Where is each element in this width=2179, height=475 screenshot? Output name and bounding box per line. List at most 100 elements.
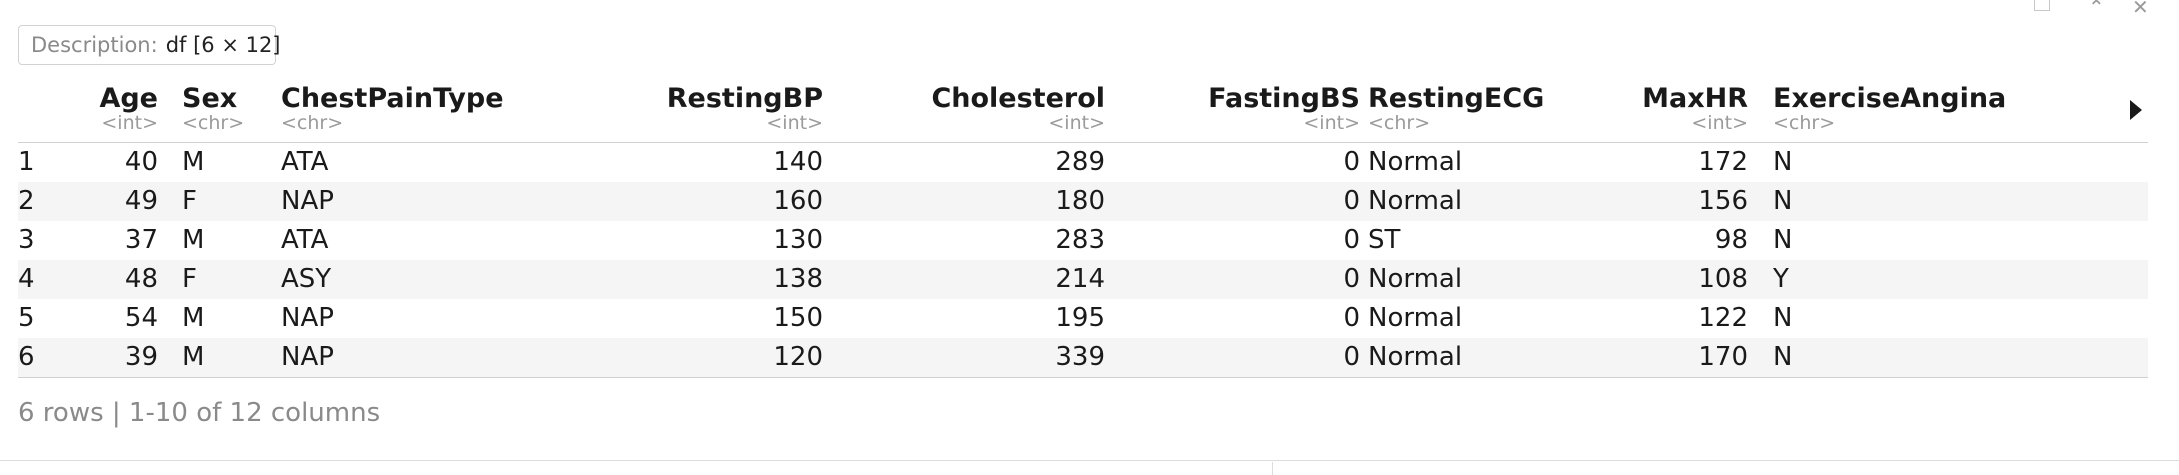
table-cell: 150 (773, 303, 823, 333)
table-cell: 98 (1714, 225, 1748, 255)
chevron-up-icon[interactable]: ⌃ (2088, 0, 2105, 19)
table-row: 5 54 M NAP 150 195 0 Normal 122 N (18, 299, 2148, 338)
column-header-restingbp[interactable]: RestingBP <int> (618, 84, 823, 134)
table-cell: 39 (124, 342, 158, 372)
column-name: ChestPainType (281, 83, 504, 114)
table-row: 1 40 M ATA 140 289 0 Normal 172 N (18, 143, 2148, 182)
row-index: 6 (18, 342, 35, 372)
table-cell: 120 (773, 342, 823, 372)
table-cell: 160 (773, 186, 823, 216)
close-icon[interactable]: ✕ (2132, 0, 2149, 19)
table-cell: NAP (281, 186, 334, 216)
table-cell: 214 (1055, 264, 1105, 294)
table-cell: 48 (124, 264, 158, 294)
column-header-chestpaintype[interactable]: ChestPainType <chr> (281, 83, 581, 134)
column-header-sex[interactable]: Sex <chr> (182, 83, 262, 134)
table-cell: 49 (124, 186, 158, 216)
table-cell: M (182, 147, 205, 177)
table-row: 2 49 F NAP 160 180 0 Normal 156 N (18, 182, 2148, 221)
row-index: 3 (18, 225, 35, 255)
column-type: <int> (766, 112, 823, 134)
table-row: 4 48 F ASY 138 214 0 Normal 108 Y (18, 260, 2148, 299)
table-row: 3 37 M ATA 130 283 0 ST 98 N (18, 221, 2148, 260)
table-header: Age <int> Sex <chr> ChestPainType <chr> Restin… (18, 80, 2148, 143)
table-cell: 195 (1055, 303, 1105, 333)
table-cell: 122 (1698, 303, 1748, 333)
column-type: <chr> (1368, 112, 1431, 134)
table-cell: Normal (1368, 186, 1463, 216)
table-cell: 289 (1055, 147, 1105, 177)
column-type: <chr> (182, 112, 245, 134)
data-table: Age <int> Sex <chr> ChestPainType <chr> Restin… (18, 80, 2148, 378)
table-cell: 180 (1055, 186, 1105, 216)
row-index: 2 (18, 186, 35, 216)
row-index: 1 (18, 147, 35, 177)
table-cell: Normal (1368, 303, 1463, 333)
description-box: Description: df [6 × 12] (18, 25, 281, 65)
table-cell: ATA (281, 225, 329, 255)
table-cell: ASY (281, 264, 332, 294)
table-cell: 130 (773, 225, 823, 255)
column-name: ExerciseAngina (1773, 83, 2007, 114)
table-cell: 40 (124, 147, 158, 177)
table-cell: 54 (124, 303, 158, 333)
column-header-age[interactable]: Age <int> (98, 83, 158, 133)
column-type: <int> (1691, 112, 1748, 134)
table-cell: M (182, 303, 205, 333)
table-bottom-border (18, 377, 2148, 378)
table-cell: N (1773, 303, 1793, 333)
column-type: <chr> (281, 112, 344, 134)
table-cell: 0 (1343, 225, 1360, 255)
column-name: FastingBS (1208, 83, 1360, 114)
table-cell: F (182, 264, 197, 294)
table-cell: 172 (1698, 147, 1748, 177)
table-cell: F (182, 186, 197, 216)
table-cell: 170 (1698, 342, 1748, 372)
column-header-cholesterol[interactable]: Cholesterol <int> (918, 83, 1105, 134)
table-cell: M (182, 225, 205, 255)
row-index: 4 (18, 264, 35, 294)
table-cell: 0 (1343, 303, 1360, 333)
column-header-maxhr[interactable]: MaxHR <int> (1618, 83, 1748, 134)
table-cell: 0 (1343, 342, 1360, 372)
column-name: Cholesterol (931, 83, 1105, 114)
table-cell: N (1773, 186, 1793, 216)
table-cell: N (1773, 147, 1793, 177)
document-icon[interactable] (2034, 0, 2050, 11)
column-name: RestingECG (1368, 83, 1545, 114)
column-name: Sex (182, 83, 238, 114)
table-cell: Y (1773, 264, 1789, 294)
description-value: df [6 × 12] (165, 33, 281, 57)
table-body: 1 40 M ATA 140 289 0 Normal 172 N 2 49 F NAP 160 180 0 No… (18, 143, 2148, 377)
column-header-exerciseangina[interactable]: ExerciseAngina <chr> (1773, 83, 2073, 134)
table-cell: 0 (1343, 264, 1360, 294)
description-label: Description: (31, 33, 158, 57)
table-cell: 0 (1343, 186, 1360, 216)
triangle-right-icon[interactable] (2130, 100, 2142, 120)
table-cell: 339 (1055, 342, 1105, 372)
table-cell: ATA (281, 147, 329, 177)
column-header-fastingbs[interactable]: FastingBS <int> (1168, 83, 1360, 134)
table-cell: Normal (1368, 147, 1463, 177)
table-cell: 283 (1055, 225, 1105, 255)
divider (0, 460, 2179, 461)
table-cell: 138 (773, 264, 823, 294)
column-type: <int> (1048, 112, 1105, 134)
column-name: MaxHR (1642, 83, 1748, 114)
column-name: Age (99, 83, 158, 114)
table-row: 6 39 M NAP 120 339 0 Normal 170 N (18, 338, 2148, 377)
table-cell: M (182, 342, 205, 372)
table-cell: N (1773, 225, 1793, 255)
table-cell: ST (1368, 225, 1401, 255)
column-type: <chr> (1773, 112, 1836, 134)
table-cell: 0 (1343, 147, 1360, 177)
column-header-restingecg[interactable]: RestingECG <chr> (1368, 83, 1588, 134)
column-type: <int> (1303, 112, 1360, 134)
pane-splitter[interactable] (1272, 462, 1273, 475)
table-cell: 156 (1698, 186, 1748, 216)
table-cell: 140 (773, 147, 823, 177)
table-cell: N (1773, 342, 1793, 372)
table-footer-info: 6 rows | 1-10 of 12 columns (18, 398, 381, 428)
table-cell: NAP (281, 342, 334, 372)
